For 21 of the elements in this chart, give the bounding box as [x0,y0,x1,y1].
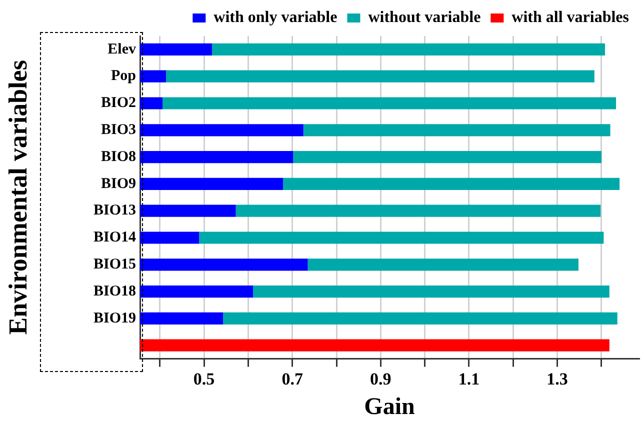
y-tick-label: BIO9 [100,176,136,192]
y-tick-label: BIO13 [93,202,136,219]
y-tick-label: BIO19 [93,310,136,326]
y-tick-label: BIO18 [93,283,136,300]
y-tick-label: Pop [110,68,136,84]
y-tick-label: BIO3 [100,122,136,138]
legend-label: with only variable [214,9,338,26]
x-tick-label: 0.7 [282,369,304,388]
x-tick-label: 1.3 [546,369,568,388]
x-axis-title: Gain [364,394,415,420]
x-tick-label: 1.1 [458,369,480,388]
y-tick-label: BIO14 [93,230,136,246]
y-tick-label: BIO8 [100,148,136,165]
x-tick-label: 0.5 [193,369,215,388]
y-tick-label: BIO2 [100,95,136,112]
y-tick-label: Elev [108,41,136,58]
y-tick-label: BIO15 [93,256,136,273]
y-axis-title: Environmental variables [3,60,32,335]
x-tick-label: 0.9 [370,369,392,388]
legend-label: without variable [368,9,481,26]
legend-label: with all variables [512,9,630,26]
